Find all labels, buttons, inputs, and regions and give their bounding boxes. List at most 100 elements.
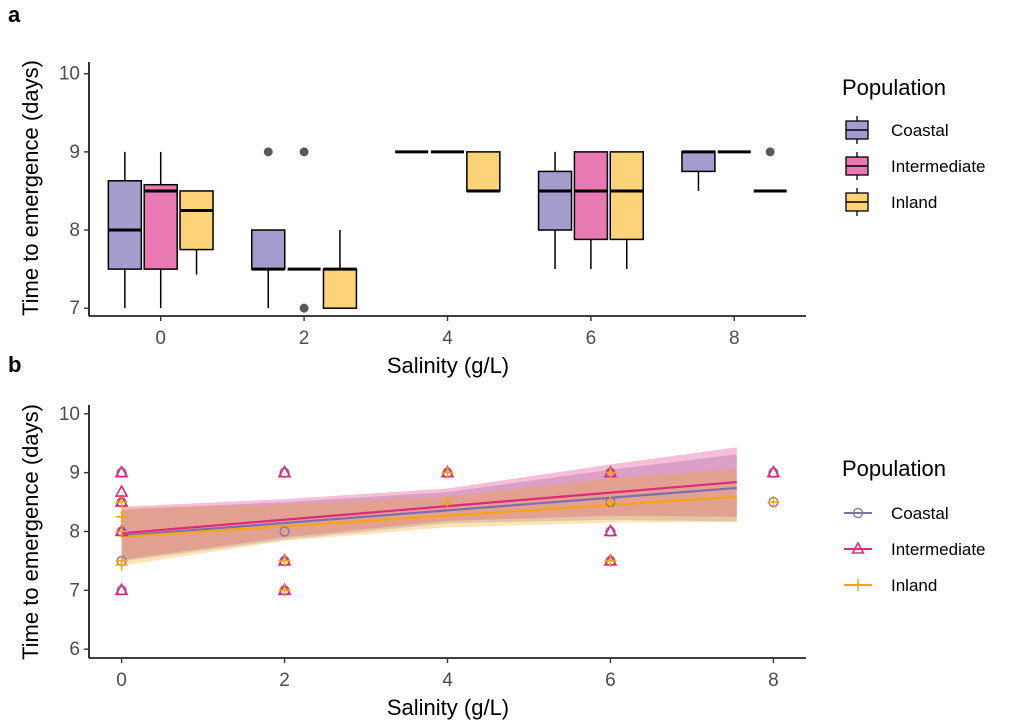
panel-b-x-axis-title: Salinity (g/L) xyxy=(387,695,509,720)
box-coastal-salinity-6 xyxy=(537,151,573,270)
panel-a-y-axis-title: Time to emergence (days) xyxy=(18,60,43,316)
box-outlier xyxy=(263,147,273,157)
panel-a-x-axis-title: Salinity (g/L) xyxy=(387,353,509,378)
legend-label: Coastal xyxy=(891,121,949,140)
legend-item-coastal: Coastal xyxy=(845,116,949,144)
box-inland-salinity-6 xyxy=(609,151,644,270)
point-inland xyxy=(604,554,617,567)
legend-item-coastal: Coastal xyxy=(844,504,949,523)
point-inland xyxy=(604,466,617,479)
point-intermediate xyxy=(603,523,618,537)
point-inland xyxy=(115,496,128,509)
box-intermediate-salinity-0 xyxy=(143,151,178,309)
panel-b-scatter: b 6 7 8 9 10 0 2 4 6 8 Salinity (g/L) Time to em… xyxy=(8,352,986,720)
panel-a-x-tick-label: 8 xyxy=(729,328,740,349)
box-outlier xyxy=(299,303,309,313)
panel-a-x-tick-label: 2 xyxy=(299,328,310,349)
box-body xyxy=(466,151,501,192)
legend-label: Inland xyxy=(891,193,937,212)
point-inland xyxy=(115,525,128,538)
panel-b-x-tick-label: 6 xyxy=(605,670,616,691)
legend-label: Intermediate xyxy=(891,540,986,559)
panel-b-x-ticks: 0 2 4 6 8 xyxy=(116,658,779,691)
point-intermediate xyxy=(114,465,129,478)
legend-key-marker xyxy=(852,579,864,591)
legend-item-intermediate: Intermediate xyxy=(845,152,986,180)
box-intermediate-salinity-6 xyxy=(573,151,609,270)
fit-line-inland xyxy=(121,495,737,538)
legend-label: Inland xyxy=(891,576,937,595)
point-inland xyxy=(278,554,291,567)
panel-b-y-axis-title: Time to emergence (days) xyxy=(18,404,43,660)
legend-label: Coastal xyxy=(891,504,949,523)
box-inland-salinity-0 xyxy=(179,190,214,275)
legend-item-inland: Inland xyxy=(844,576,937,595)
panel-b-y-tick-label: 6 xyxy=(69,639,80,660)
box-body xyxy=(573,151,609,241)
panel-b-x-tick-label: 0 xyxy=(116,670,127,691)
box-body xyxy=(537,170,573,231)
panel-b-x-tick-label: 8 xyxy=(768,670,779,691)
panel-a-y-tick-label: 7 xyxy=(69,298,80,319)
panel-a-x-tick-label: 4 xyxy=(442,328,453,349)
box-intermediate-salinity-2 xyxy=(287,147,321,313)
box-coastal-salinity-2 xyxy=(251,147,286,309)
legend-key-marker xyxy=(852,507,864,519)
legend-label: Intermediate xyxy=(891,157,986,176)
point-intermediate xyxy=(114,484,129,497)
panel-a-boxplot: a 7 8 9 10 0 2 4 6 8 Salinity (g/L) Time to eme… xyxy=(8,2,986,378)
box-body xyxy=(107,180,143,270)
box-coastal-salinity-8 xyxy=(681,150,716,191)
point-intermediate xyxy=(766,465,781,478)
box-body xyxy=(179,190,214,251)
panel-b-x-tick-label: 2 xyxy=(279,670,290,691)
panel-a-x-ticks: 0 2 4 6 8 xyxy=(155,316,740,349)
panel-a-y-ticks: 7 8 9 10 xyxy=(59,64,89,319)
panel-b-legend-title: Population xyxy=(842,456,946,481)
panel-a-legend: Population Coastal Intermediate Inland xyxy=(842,75,986,216)
panel-b-label: b xyxy=(8,352,21,377)
panel-a-legend-title: Population xyxy=(842,75,946,100)
panel-b-y-ticks: 6 7 8 9 10 xyxy=(59,404,89,660)
box-outlier xyxy=(765,147,775,157)
panel-b-plot-area xyxy=(114,447,781,597)
box-body xyxy=(251,229,286,270)
panel-a-x-tick-label: 0 xyxy=(155,328,166,349)
box-inland-salinity-2 xyxy=(322,230,358,309)
box-body xyxy=(609,151,644,241)
legend-key-marker xyxy=(851,541,865,554)
panel-a-y-tick-label: 8 xyxy=(69,220,80,241)
point-inland xyxy=(115,554,128,567)
box-outlier xyxy=(299,147,309,157)
panel-a-x-tick-label: 6 xyxy=(586,328,597,349)
panel-a-plot-area xyxy=(107,147,787,313)
point-intermediate xyxy=(114,582,129,596)
box-inland-salinity-8 xyxy=(753,147,787,193)
panel-b-y-tick-label: 9 xyxy=(69,463,80,484)
fit-line-intermediate xyxy=(121,480,737,535)
box-inland-salinity-4 xyxy=(466,151,501,193)
point-intermediate xyxy=(277,465,292,478)
point-inland xyxy=(604,496,617,509)
box-coastal-salinity-0 xyxy=(107,151,143,309)
point-inland xyxy=(767,496,780,509)
panel-b-y-tick-label: 8 xyxy=(69,522,80,543)
panel-a-y-tick-label: 9 xyxy=(69,142,80,163)
confidence-band-intermediate xyxy=(121,447,737,560)
legend-item-intermediate: Intermediate xyxy=(844,540,986,559)
point-inland xyxy=(441,466,454,479)
panel-b-x-tick-label: 4 xyxy=(442,670,453,691)
panel-b-legend: Population Coastal Intermediate Inland xyxy=(842,456,986,595)
box-body xyxy=(143,183,178,270)
point-inland xyxy=(278,584,291,597)
panel-a-y-tick-label: 10 xyxy=(59,64,80,85)
fit-line-coastal xyxy=(121,486,737,537)
box-body xyxy=(681,151,716,173)
point-coastal xyxy=(279,526,290,537)
panel-b-y-tick-label: 7 xyxy=(69,580,80,601)
panel-a-label: a xyxy=(8,2,21,27)
point-inland xyxy=(441,496,454,509)
box-body xyxy=(322,268,358,309)
panel-b-y-tick-label: 10 xyxy=(59,404,80,425)
